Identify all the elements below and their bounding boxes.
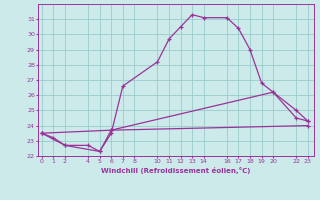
- X-axis label: Windchill (Refroidissement éolien,°C): Windchill (Refroidissement éolien,°C): [101, 167, 251, 174]
